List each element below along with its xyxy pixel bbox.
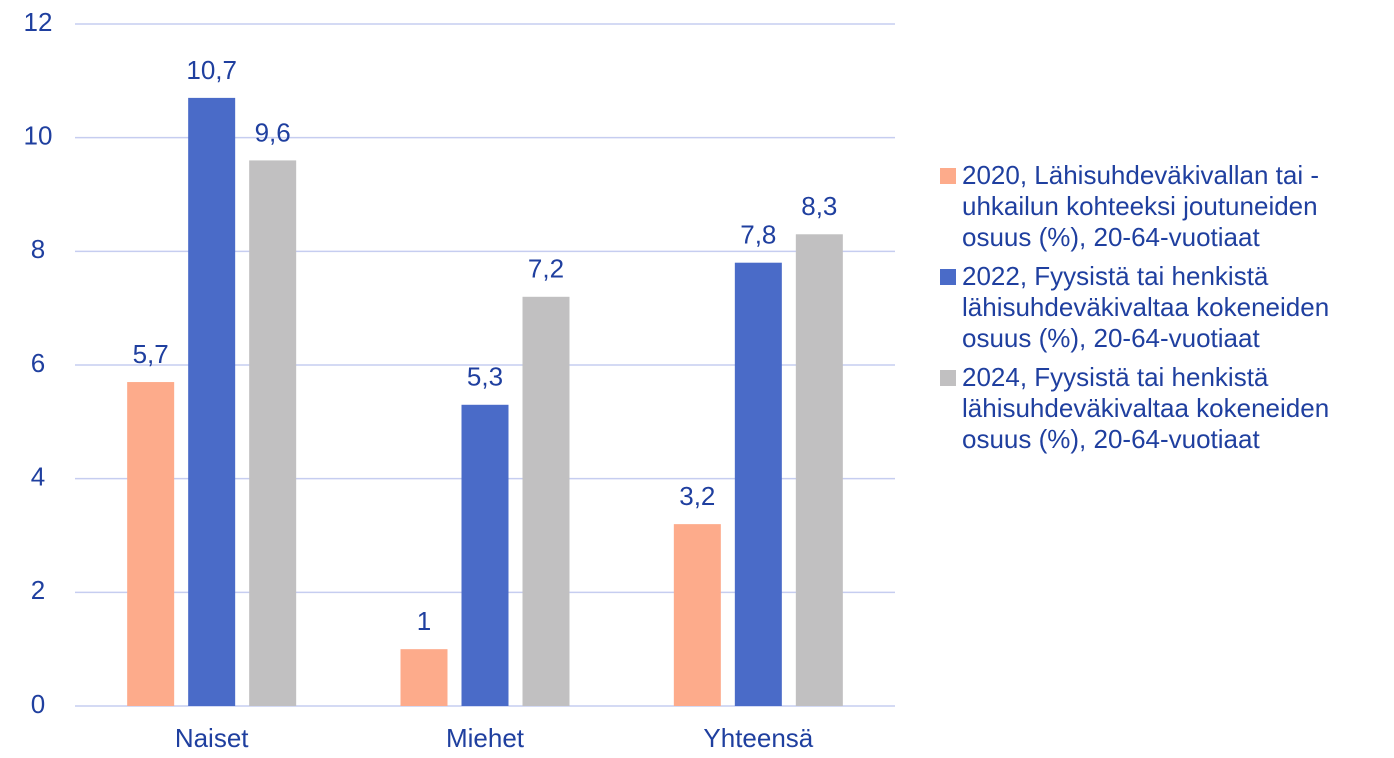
data-label: 1	[417, 606, 431, 636]
legend-swatch	[940, 370, 956, 386]
legend-swatch	[940, 269, 956, 285]
bar	[127, 382, 175, 706]
bar	[795, 234, 843, 707]
data-label: 5,7	[133, 339, 169, 369]
bar	[188, 97, 236, 707]
data-label: 7,2	[528, 254, 564, 284]
y-tick-label: 0	[31, 689, 45, 719]
legend-label: 2022, Fyysistä tai henkistä lähisuhdeväk…	[962, 261, 1330, 353]
bar	[734, 262, 782, 706]
legend-item: 2022, Fyysistä tai henkistä lähisuhdeväk…	[940, 261, 1380, 354]
data-label: 10,7	[186, 55, 237, 85]
y-tick-label: 10	[24, 121, 53, 151]
y-tick-label: 6	[31, 348, 45, 378]
data-label: 8,3	[801, 191, 837, 221]
bar	[673, 524, 721, 706]
x-tick-label: Miehet	[446, 723, 525, 753]
legend-label: 2020, Lähisuhdeväkivallan tai -uhkailun …	[962, 160, 1320, 252]
data-label: 5,3	[467, 362, 503, 392]
legend-item: 2020, Lähisuhdeväkivallan tai -uhkailun …	[940, 160, 1380, 253]
legend-swatch	[940, 168, 956, 184]
y-tick-label: 4	[31, 462, 45, 492]
legend: 2020, Lähisuhdeväkivallan tai -uhkailun …	[940, 160, 1380, 463]
y-tick-label: 2	[31, 575, 45, 605]
data-label: 3,2	[679, 481, 715, 511]
y-tick-label: 8	[31, 234, 45, 264]
bar	[522, 296, 570, 706]
x-tick-label: Naiset	[175, 723, 249, 753]
data-label: 9,6	[255, 117, 291, 147]
x-tick-label: Yhteensä	[703, 723, 813, 753]
bar	[249, 160, 297, 706]
y-tick-label: 12	[24, 7, 53, 37]
bar	[461, 404, 509, 706]
legend-item: 2024, Fyysistä tai henkistä lähisuhdeväk…	[940, 362, 1380, 455]
legend-label: 2024, Fyysistä tai henkistä lähisuhdeväk…	[962, 362, 1330, 454]
bar	[400, 649, 448, 706]
data-label: 7,8	[740, 220, 776, 250]
